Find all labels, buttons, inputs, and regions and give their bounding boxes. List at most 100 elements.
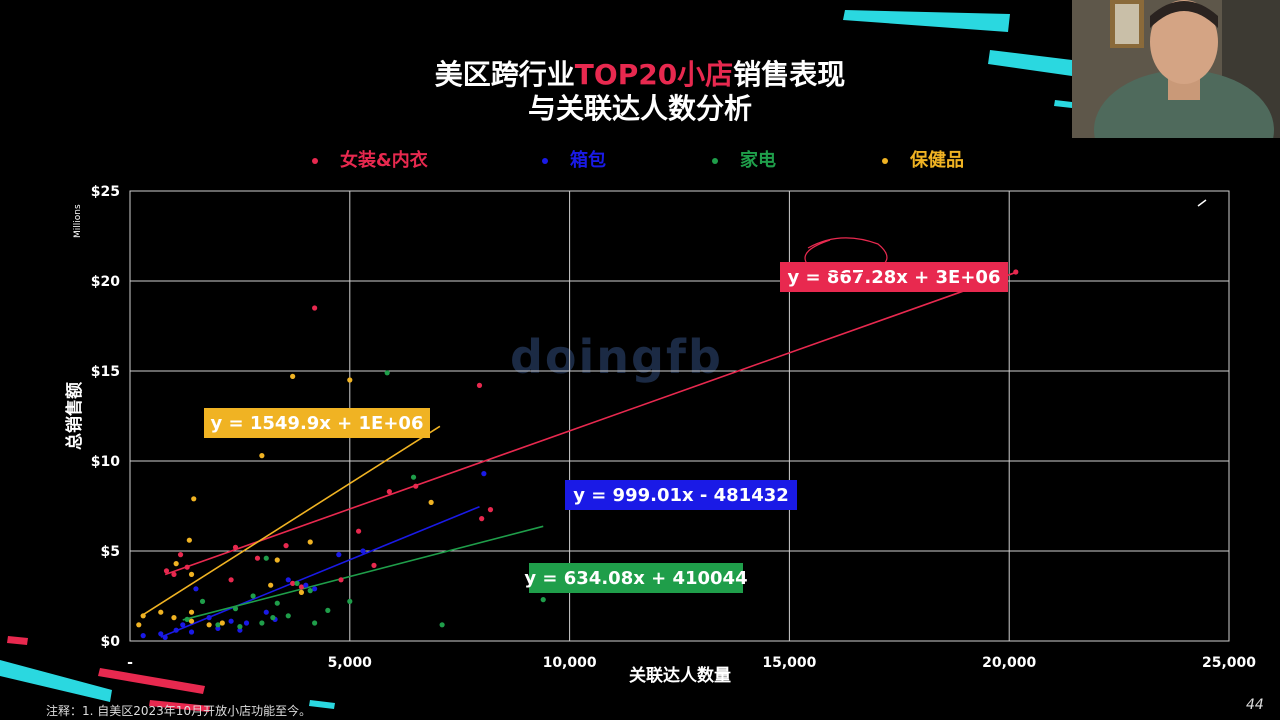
plot-area-border — [129, 190, 1230, 642]
data-point — [285, 613, 291, 619]
data-point — [303, 582, 309, 588]
y-tick-label: $0 — [101, 634, 121, 650]
presenter-webcam — [1072, 0, 1280, 138]
data-point — [140, 633, 146, 639]
data-point — [413, 483, 419, 489]
data-point — [188, 618, 195, 624]
data-point — [188, 571, 195, 578]
data-point — [180, 622, 186, 628]
data-point — [171, 615, 177, 621]
chart-points — [136, 269, 1019, 641]
data-point — [312, 586, 318, 592]
data-point — [384, 370, 390, 376]
trend-label-3: y = 1549.9x + 1E+06 — [204, 408, 430, 438]
x-tick-label: 25,000 — [1202, 655, 1256, 671]
data-point — [487, 507, 494, 513]
chart-title: 美区跨行业TOP20小店销售表现 与关联达人数分析 — [320, 58, 960, 126]
chart-trendlines — [140, 271, 1017, 638]
legend-label-health: 保健品 — [910, 150, 964, 171]
data-point — [184, 564, 190, 570]
data-point — [274, 600, 280, 606]
x-tick-label: 5,000 — [328, 655, 373, 671]
legend-marker-bags — [542, 158, 548, 164]
x-tick-label: 15,000 — [762, 655, 816, 671]
data-point — [228, 618, 234, 624]
trend-label-0: y = 867.28x + 3E+06 — [780, 262, 1008, 292]
title-line2: 与关联达人数分析 — [527, 92, 752, 125]
data-point — [371, 562, 377, 569]
data-point — [481, 471, 487, 477]
data-point — [312, 620, 318, 626]
data-point — [184, 616, 190, 623]
watermark: doingfb — [510, 330, 723, 384]
x-axis-label: 关联达人数量 — [629, 665, 731, 686]
data-point — [188, 609, 195, 615]
data-point — [312, 305, 318, 311]
data-point — [307, 588, 313, 594]
trend-label-box — [204, 408, 430, 438]
y-tick-label: $20 — [91, 274, 120, 290]
legend-item-bags: 箱包 — [542, 146, 606, 172]
data-point — [540, 597, 546, 603]
data-point — [386, 489, 392, 495]
trend-label-box — [780, 262, 1008, 292]
data-point — [232, 544, 239, 551]
data-point — [206, 615, 212, 621]
data-point — [158, 609, 164, 615]
y-tick-label: $5 — [101, 544, 120, 560]
data-point — [158, 631, 164, 637]
trend-label-text: y = 634.08x + 410044 — [524, 568, 747, 589]
data-point — [140, 613, 146, 619]
data-point — [136, 622, 142, 628]
data-point — [355, 528, 362, 534]
trend-label-box — [529, 563, 743, 593]
data-point — [215, 625, 221, 632]
data-point — [193, 586, 199, 592]
chart-ticks: - 5,000 10,000 15,000 20,000 25,000 $0 $5 $10 $15… — [91, 184, 1257, 671]
data-point — [232, 606, 239, 612]
data-point — [270, 615, 276, 621]
legend-marker-women — [312, 158, 318, 164]
data-point — [347, 377, 353, 383]
data-point — [219, 620, 225, 626]
data-point — [206, 622, 212, 628]
data-point — [199, 598, 206, 605]
data-point — [336, 552, 342, 558]
y-axis-label: 总销售额 — [64, 382, 85, 450]
legend-marker-health — [882, 158, 888, 164]
y-tick-label: $10 — [91, 454, 120, 470]
data-point — [163, 568, 170, 574]
data-point — [439, 622, 445, 628]
data-point — [268, 582, 274, 588]
annotation-scribble — [804, 237, 888, 275]
data-point — [347, 598, 353, 605]
data-point — [1013, 269, 1019, 275]
data-point — [177, 552, 184, 558]
data-point — [171, 571, 177, 578]
legend-label-appliance: 家电 — [740, 150, 776, 171]
y-axis-unit: Millions — [73, 204, 83, 238]
legend-marker-appliance — [712, 158, 718, 164]
data-point — [290, 580, 296, 587]
x-tick-label: - — [127, 655, 133, 671]
title-highlight: TOP20小店 — [574, 58, 734, 91]
data-point — [243, 620, 250, 626]
y-tick-label: $15 — [91, 364, 120, 380]
presenter-video — [1072, 0, 1280, 138]
data-point — [360, 548, 366, 554]
trend-label-1: y = 999.01x - 481432 — [565, 480, 797, 510]
x-tick-label: 20,000 — [982, 655, 1036, 671]
chart-legend: 女装&内衣 箱包 家电 保健品 — [300, 146, 1000, 172]
trend-label-box — [565, 480, 797, 510]
title-prefix: 美区跨行业 — [434, 58, 575, 91]
data-point — [259, 453, 265, 459]
data-point — [338, 577, 344, 583]
data-point — [298, 584, 305, 590]
legend-item-health: 保健品 — [882, 146, 964, 172]
trend-label-text: y = 999.01x - 481432 — [573, 485, 789, 506]
data-point — [410, 474, 417, 480]
data-point — [298, 589, 305, 596]
annotation-pen-mark — [1197, 199, 1207, 207]
data-point — [263, 609, 269, 615]
